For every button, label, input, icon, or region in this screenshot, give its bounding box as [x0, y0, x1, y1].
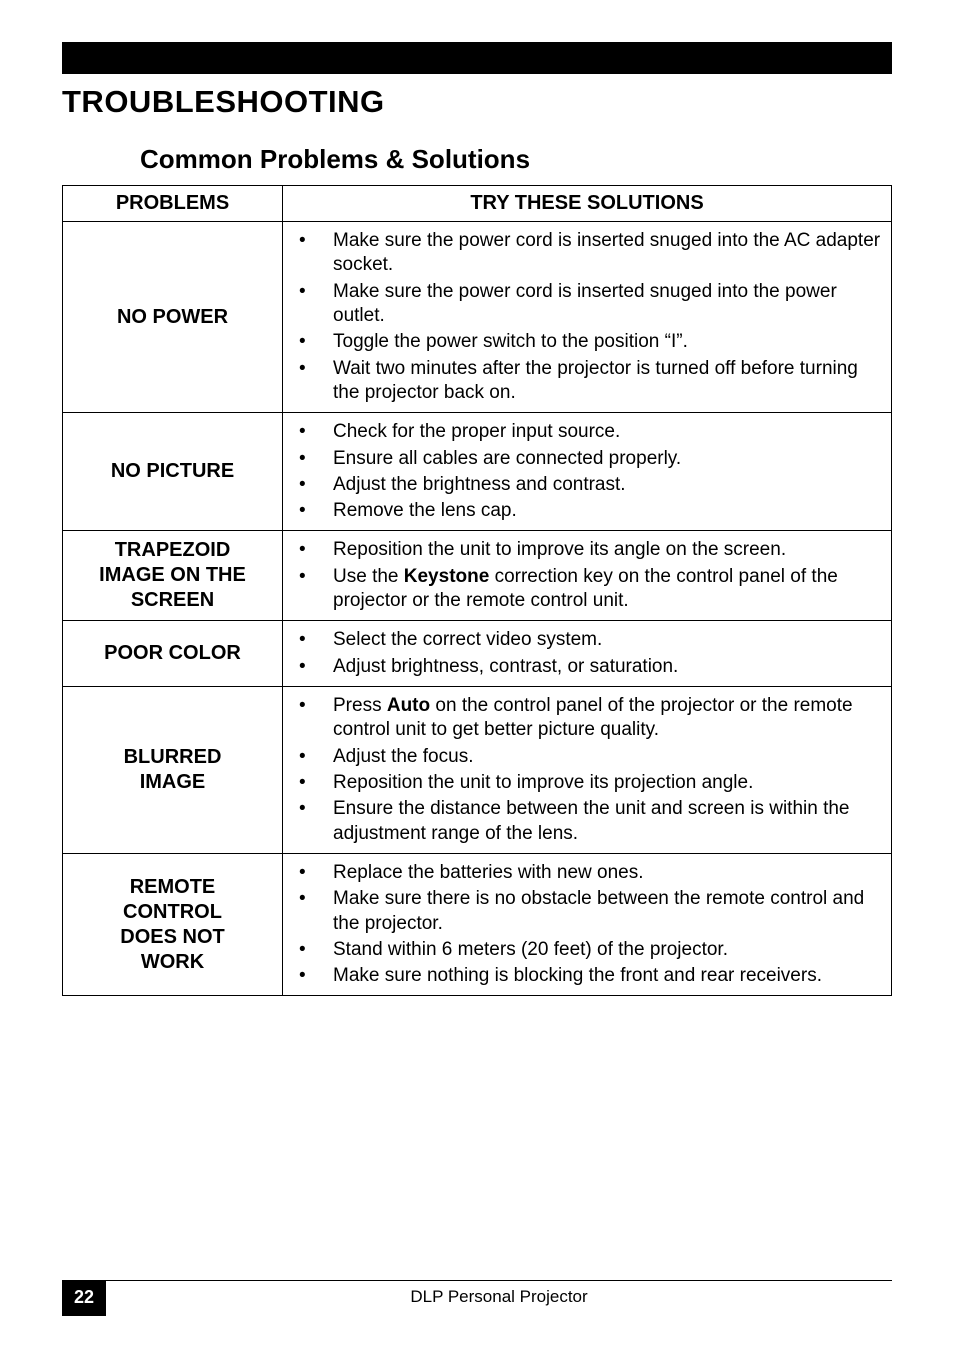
table-header-row: PROBLEMS TRY THESE SOLUTIONS — [63, 186, 892, 222]
solution-item: •Make sure the power cord is inserted sn… — [293, 228, 881, 279]
solution-item: •Toggle the power switch to the position… — [293, 329, 881, 355]
solution-cell: •Reposition the unit to improve its angl… — [283, 531, 892, 621]
solution-text: Make sure the power cord is inserted snu… — [333, 229, 881, 278]
solution-item: •Remove the lens cap. — [293, 498, 881, 524]
solution-text: Select the correct video system. — [333, 628, 881, 652]
bullet-icon: • — [293, 538, 333, 562]
solution-text: Ensure all cables are connected properly… — [333, 447, 881, 471]
header-problems: PROBLEMS — [63, 186, 283, 222]
bullet-icon: • — [293, 565, 333, 589]
solution-item: •Use the Keystone correction key on the … — [293, 564, 881, 615]
solution-item: •Select the correct video system. — [293, 627, 881, 653]
header-solutions: TRY THESE SOLUTIONS — [283, 186, 892, 222]
solution-item: •Check for the proper input source. — [293, 419, 881, 445]
bullet-icon: • — [293, 447, 333, 471]
solution-text: Toggle the power switch to the position … — [333, 330, 881, 354]
footer: 22 DLP Personal Projector — [62, 1280, 892, 1316]
solution-item: •Reposition the unit to improve its angl… — [293, 537, 881, 563]
problem-cell: TRAPEZOIDIMAGE ON THESCREEN — [63, 531, 283, 621]
solution-text: Make sure nothing is blocking the front … — [333, 964, 881, 988]
page: TROUBLESHOOTING Common Problems & Soluti… — [0, 0, 954, 1352]
bullet-icon: • — [293, 797, 333, 821]
bullet-icon: • — [293, 694, 333, 718]
footer-title: DLP Personal Projector — [106, 1281, 892, 1307]
solution-text: Wait two minutes after the projector is … — [333, 357, 881, 406]
solution-cell: •Press Auto on the control panel of the … — [283, 687, 892, 854]
bullet-icon: • — [293, 628, 333, 652]
bullet-icon: • — [293, 229, 333, 253]
table-row: NO PICTURE•Check for the proper input so… — [63, 413, 892, 531]
solution-list: •Make sure the power cord is inserted sn… — [293, 228, 881, 406]
solution-item: •Reposition the unit to improve its proj… — [293, 770, 881, 796]
page-number-badge: 22 — [62, 1281, 106, 1316]
bullet-icon: • — [293, 473, 333, 497]
bullet-icon: • — [293, 861, 333, 885]
solution-item: •Ensure all cables are connected properl… — [293, 446, 881, 472]
bullet-icon: • — [293, 745, 333, 769]
solution-text: Adjust brightness, contrast, or saturati… — [333, 655, 881, 679]
solution-item: •Press Auto on the control panel of the … — [293, 693, 881, 744]
solution-text: Make sure the power cord is inserted snu… — [333, 280, 881, 329]
solution-text: Ensure the distance between the unit and… — [333, 797, 881, 846]
solution-text: Stand within 6 meters (20 feet) of the p… — [333, 938, 881, 962]
solution-cell: •Select the correct video system.•Adjust… — [283, 621, 892, 687]
bullet-icon: • — [293, 499, 333, 523]
bullet-icon: • — [293, 887, 333, 911]
problem-cell: BLURREDIMAGE — [63, 687, 283, 854]
solution-text: Make sure there is no obstacle between t… — [333, 887, 881, 936]
table-row: TRAPEZOIDIMAGE ON THESCREEN •Reposition t… — [63, 531, 892, 621]
problem-cell: POOR COLOR — [63, 621, 283, 687]
solution-text: Check for the proper input source. — [333, 420, 881, 444]
bullet-icon: • — [293, 938, 333, 962]
solution-cell: •Replace the batteries with new ones.•Ma… — [283, 853, 892, 996]
solution-list: •Replace the batteries with new ones.•Ma… — [293, 860, 881, 990]
troubleshooting-table: PROBLEMS TRY THESE SOLUTIONS NO POWER•Ma… — [62, 185, 892, 996]
solution-text: Press Auto on the control panel of the p… — [333, 694, 881, 743]
bullet-icon: • — [293, 964, 333, 988]
solution-item: •Ensure the distance between the unit an… — [293, 796, 881, 847]
solution-text: Adjust the focus. — [333, 745, 881, 769]
bullet-icon: • — [293, 420, 333, 444]
solution-text: Adjust the brightness and contrast. — [333, 473, 881, 497]
solution-item: •Replace the batteries with new ones. — [293, 860, 881, 886]
bullet-icon: • — [293, 330, 333, 354]
problem-cell: NO PICTURE — [63, 413, 283, 531]
solution-item: •Adjust the focus. — [293, 744, 881, 770]
solution-list: •Check for the proper input source.•Ensu… — [293, 419, 881, 524]
solution-list: •Press Auto on the control panel of the … — [293, 693, 881, 847]
solution-item: •Adjust brightness, contrast, or saturat… — [293, 654, 881, 680]
page-subheading: Common Problems & Solutions — [140, 144, 892, 175]
table-row: BLURREDIMAGE•Press Auto on the control p… — [63, 687, 892, 854]
problem-cell: REMOTECONTROLDOES NOTWORK — [63, 853, 283, 996]
solution-item: •Make sure there is no obstacle between … — [293, 886, 881, 937]
solution-list: •Select the correct video system.•Adjust… — [293, 627, 881, 680]
solution-item: •Adjust the brightness and contrast. — [293, 472, 881, 498]
table-row: NO POWER•Make sure the power cord is ins… — [63, 222, 892, 413]
solution-cell: •Check for the proper input source.•Ensu… — [283, 413, 892, 531]
solution-list: •Reposition the unit to improve its angl… — [293, 537, 881, 614]
solution-item: •Stand within 6 meters (20 feet) of the … — [293, 937, 881, 963]
solution-item: •Make sure the power cord is inserted sn… — [293, 279, 881, 330]
bullet-icon: • — [293, 655, 333, 679]
bullet-icon: • — [293, 280, 333, 304]
problem-cell: NO POWER — [63, 222, 283, 413]
solution-text: Reposition the unit to improve its proje… — [333, 771, 881, 795]
solution-text: Remove the lens cap. — [333, 499, 881, 523]
header-bar — [62, 42, 892, 74]
solution-text: Use the Keystone correction key on the c… — [333, 565, 881, 614]
page-heading: TROUBLESHOOTING — [62, 84, 892, 120]
table-row: POOR COLOR•Select the correct video syst… — [63, 621, 892, 687]
solution-item: •Wait two minutes after the projector is… — [293, 356, 881, 407]
solution-text: Reposition the unit to improve its angle… — [333, 538, 881, 562]
bullet-icon: • — [293, 357, 333, 381]
solution-item: •Make sure nothing is blocking the front… — [293, 963, 881, 989]
bullet-icon: • — [293, 771, 333, 795]
solution-text: Replace the batteries with new ones. — [333, 861, 881, 885]
table-row: REMOTECONTROLDOES NOTWORK•Replace the ba… — [63, 853, 892, 996]
solution-cell: •Make sure the power cord is inserted sn… — [283, 222, 892, 413]
